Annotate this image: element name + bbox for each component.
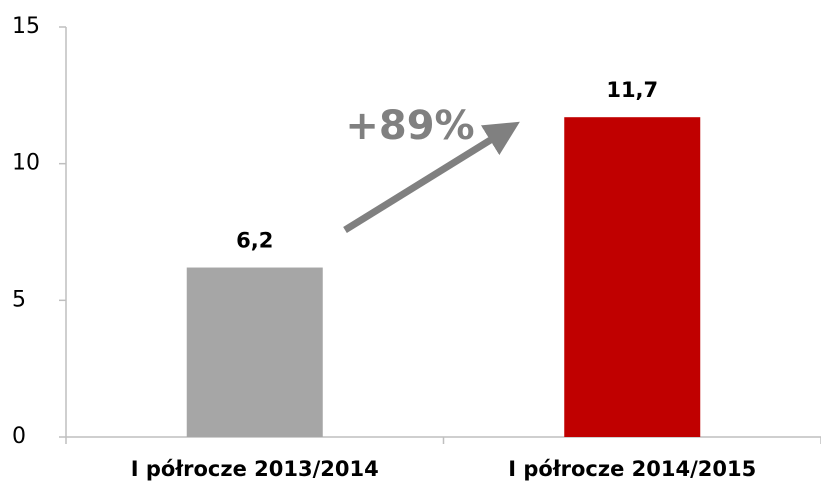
y-tick-label: 15 [12, 14, 40, 39]
y-tick-label: 10 [12, 151, 40, 176]
bar [564, 117, 701, 437]
value-label: 11,7 [606, 78, 658, 102]
x-tick-label: I półrocze 2014/2015 [508, 457, 756, 481]
arrow [343, 121, 520, 233]
y-tick-label: 0 [12, 424, 26, 449]
x-tick-label: I półrocze 2013/2014 [131, 457, 379, 481]
bar [186, 267, 323, 437]
annotation: +89% [345, 103, 474, 149]
value-label: 6,2 [236, 229, 273, 253]
y-tick-label: 5 [12, 287, 26, 312]
